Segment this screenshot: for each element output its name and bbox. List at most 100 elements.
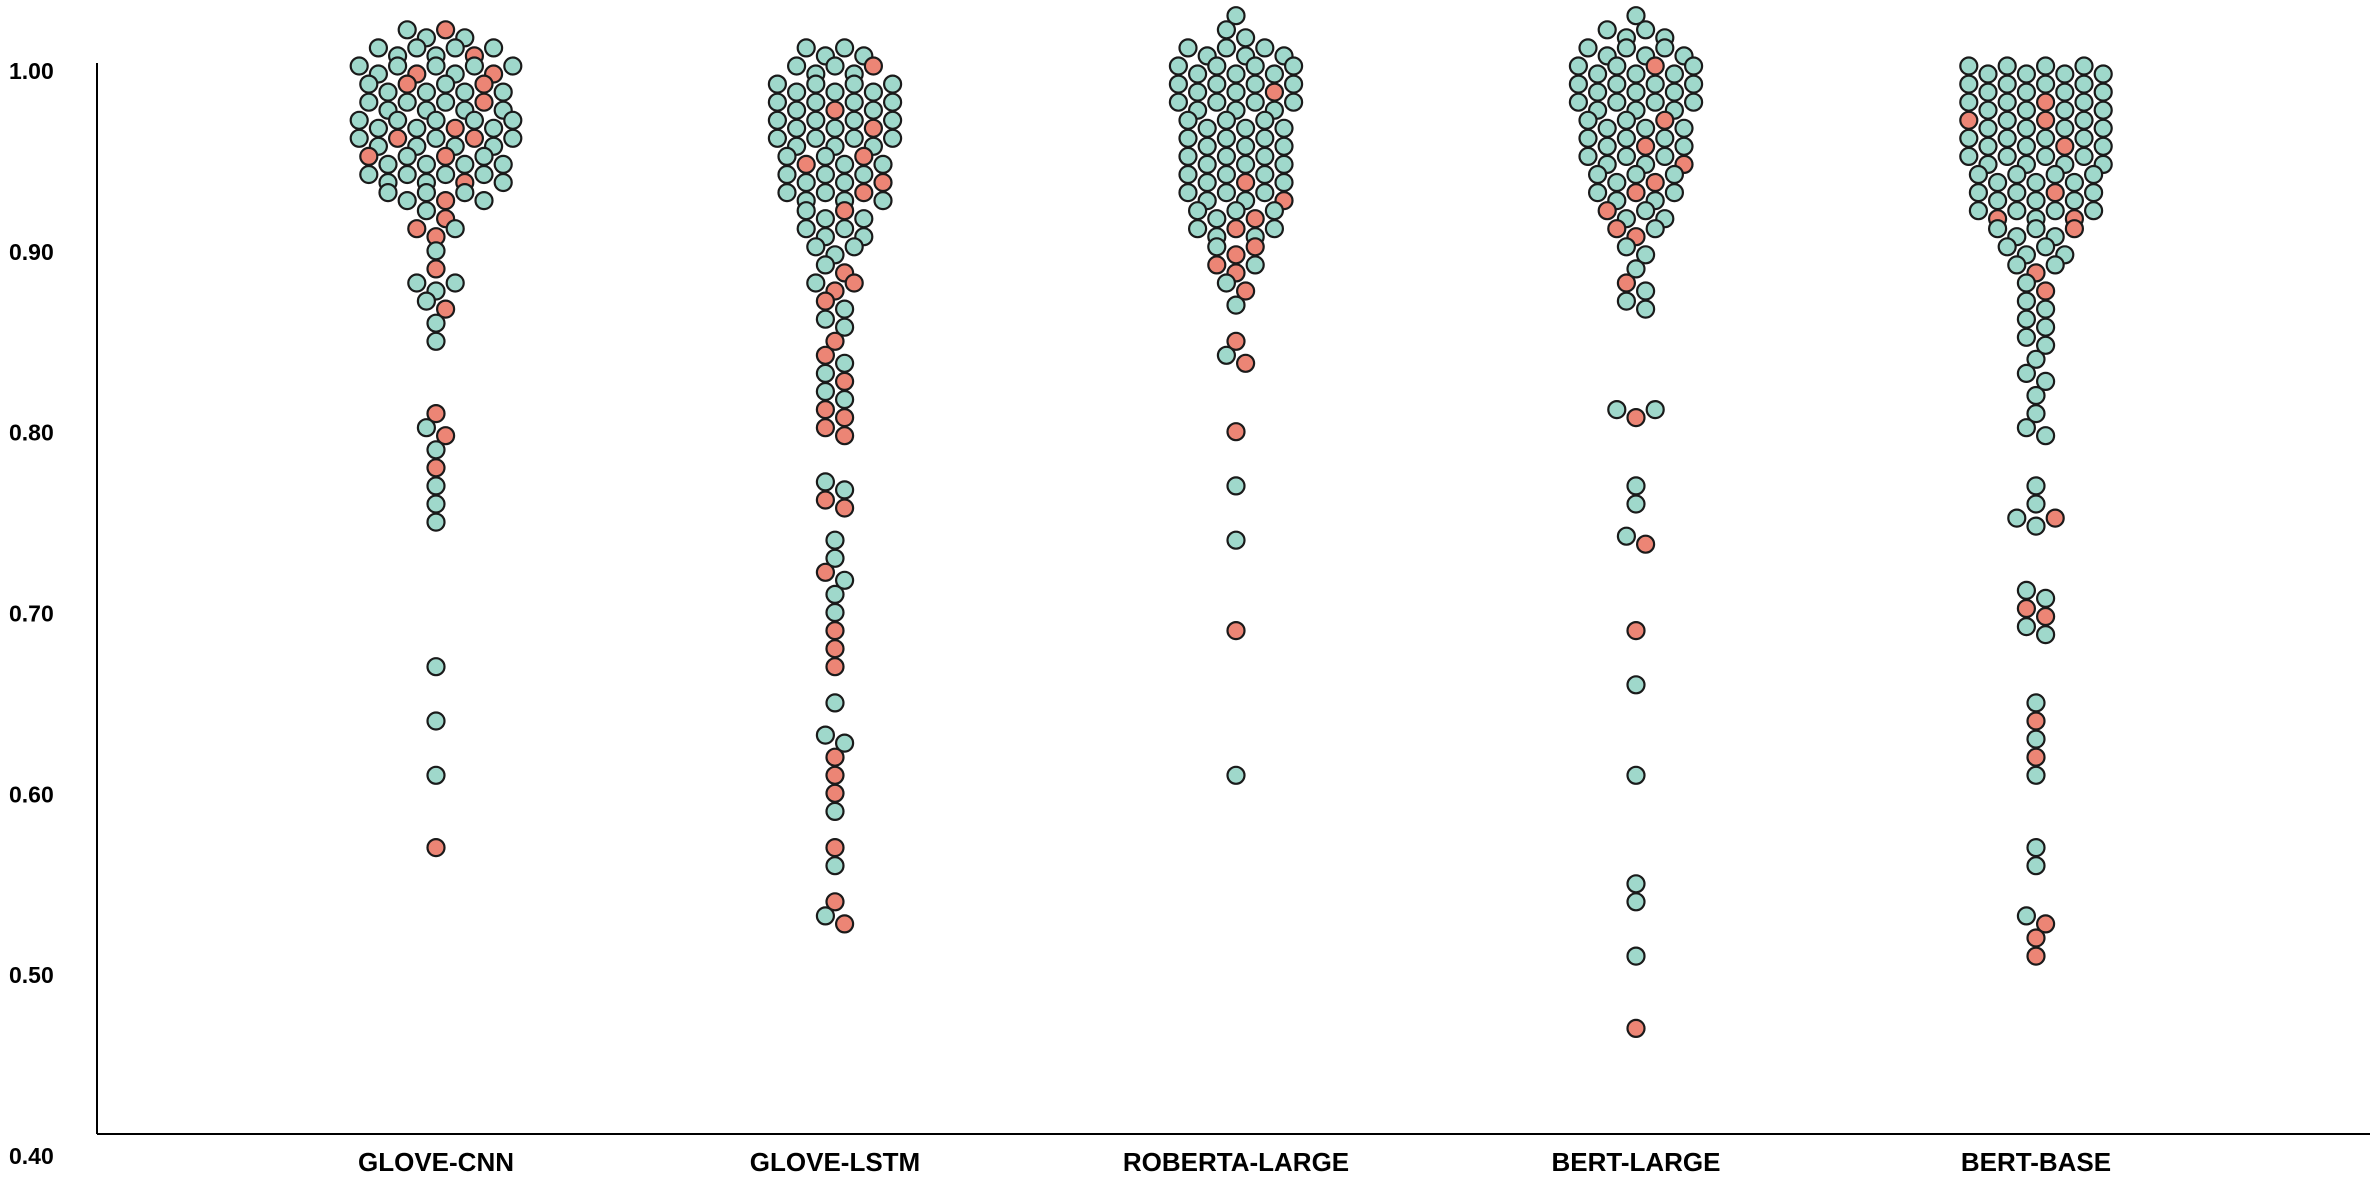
- data-point: [815, 725, 836, 745]
- data-point: [1255, 38, 1275, 58]
- data-point: [815, 363, 836, 383]
- data-point: [1226, 201, 1246, 221]
- data-point: [426, 711, 446, 731]
- highlighted-data-point: [1655, 110, 1675, 130]
- data-point: [1978, 82, 1998, 102]
- data-point: [397, 191, 417, 211]
- data-point: [1255, 146, 1275, 166]
- data-point: [777, 183, 797, 203]
- data-point: [806, 273, 826, 293]
- highlighted-data-point: [815, 562, 836, 582]
- data-point: [1245, 56, 1265, 76]
- data-point: [1216, 38, 1237, 58]
- data-point: [2035, 371, 2056, 391]
- data-point: [767, 74, 788, 94]
- highlighted-data-point: [825, 100, 845, 120]
- x-tick-label: ROBERTA-LARGE: [1123, 1147, 1349, 1177]
- highlighted-data-point: [825, 747, 845, 767]
- highlighted-data-point: [436, 20, 456, 40]
- data-point: [1997, 110, 2017, 130]
- data-point: [786, 56, 807, 76]
- data-point: [368, 118, 388, 138]
- data-point: [493, 172, 513, 193]
- highlighted-data-point: [445, 118, 465, 138]
- data-point: [1959, 92, 1979, 112]
- highlighted-data-point: [474, 92, 494, 112]
- data-point: [2074, 74, 2094, 94]
- data-point: [1597, 118, 1617, 138]
- data-point: [2035, 317, 2056, 337]
- data-point: [2035, 128, 2056, 148]
- data-point: [1997, 74, 2017, 94]
- data-point: [2007, 201, 2027, 221]
- data-point: [1226, 295, 1246, 315]
- data-point: [1683, 56, 1704, 76]
- data-point: [503, 110, 523, 130]
- data-point: [2074, 146, 2094, 166]
- data-point: [1168, 92, 1189, 112]
- data-point: [796, 38, 816, 58]
- highlighted-data-point: [436, 426, 456, 446]
- data-point: [2093, 118, 2113, 138]
- y-tick-label: 1.00: [9, 58, 54, 84]
- data-point: [1235, 154, 1256, 174]
- highlighted-data-point: [407, 219, 427, 239]
- data-point: [2026, 191, 2046, 211]
- highlighted-data-point: [796, 154, 816, 174]
- highlighted-data-point: [815, 418, 836, 438]
- data-point: [806, 92, 826, 112]
- data-point: [844, 92, 864, 112]
- data-point: [426, 657, 446, 677]
- data-point: [1978, 64, 1998, 84]
- data-point: [1607, 92, 1627, 112]
- data-point: [1626, 64, 1646, 84]
- data-point: [834, 480, 855, 500]
- data-point: [1655, 38, 1675, 58]
- data-point: [2026, 494, 2046, 514]
- data-point: [777, 164, 797, 185]
- data-point: [1207, 209, 1227, 229]
- data-point: [2084, 201, 2104, 221]
- data-point: [1235, 136, 1256, 156]
- data-point: [1626, 946, 1646, 966]
- data-point: [359, 74, 379, 94]
- data-point: [445, 38, 465, 58]
- data-point: [436, 74, 456, 94]
- highlighted-data-point: [854, 183, 874, 203]
- data-point: [815, 209, 836, 229]
- data-point: [426, 331, 446, 351]
- highlighted-data-point: [1626, 408, 1646, 428]
- data-point: [2093, 100, 2113, 120]
- data-point: [1978, 136, 1998, 156]
- highlighted-data-point: [436, 299, 456, 319]
- data-point: [1626, 874, 1646, 894]
- data-point: [767, 110, 788, 130]
- data-point: [2007, 255, 2027, 275]
- highlighted-data-point: [397, 74, 417, 94]
- data-point: [455, 82, 475, 102]
- highlighted-data-point: [1645, 56, 1665, 76]
- data-point: [1616, 237, 1637, 257]
- data-point: [455, 154, 475, 174]
- data-point: [2016, 100, 2037, 120]
- highlighted-data-point: [2035, 92, 2056, 112]
- highlighted-data-point: [834, 498, 855, 518]
- data-point: [1626, 259, 1646, 279]
- data-point: [426, 313, 446, 333]
- data-point: [2035, 146, 2056, 166]
- highlighted-data-point: [2026, 928, 2046, 948]
- data-point: [1683, 92, 1704, 112]
- data-point: [1274, 154, 1294, 174]
- data-point: [1216, 273, 1237, 293]
- highlighted-data-point: [834, 408, 855, 428]
- data-point: [1178, 164, 1198, 185]
- data-point: [426, 440, 446, 460]
- highlighted-data-point: [1245, 237, 1265, 257]
- data-point: [2016, 118, 2037, 138]
- data-point: [1635, 299, 1656, 319]
- data-point: [806, 110, 826, 130]
- data-point: [2035, 56, 2056, 76]
- data-point: [397, 146, 417, 166]
- data-point: [2026, 856, 2046, 876]
